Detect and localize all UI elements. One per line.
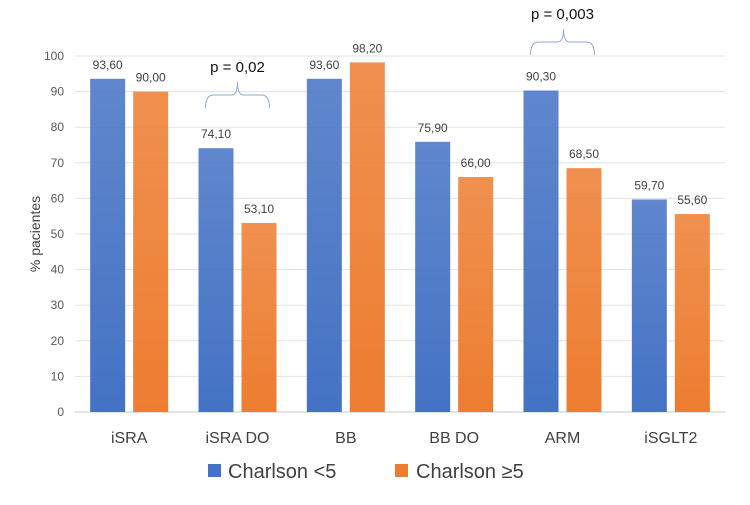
y-tick-label: 30 [51, 298, 65, 312]
y-tick-label: 100 [44, 49, 64, 63]
y-axis-label: % pacientes [27, 196, 43, 272]
legend: Charlson <5 Charlson ≥5 [208, 461, 524, 483]
significance-bracket [205, 81, 270, 109]
data-label: 75,90 [418, 121, 448, 135]
y-tick-label: 0 [57, 405, 64, 419]
x-axis-ticks: iSRA iSRA DO BB BB DO ARM iSGLT2 [111, 430, 698, 447]
y-tick-label: 50 [51, 227, 65, 241]
annotations: p = 0,02 p = 0,003 [205, 6, 595, 109]
y-tick-label: 20 [51, 334, 65, 348]
data-label: 66,00 [461, 156, 491, 170]
bar-isra-series-0 [90, 78, 126, 412]
bar-isra-do-series-0 [198, 148, 234, 413]
data-label: 93,60 [309, 58, 339, 72]
x-tick-label: iSRA DO [205, 430, 269, 447]
data-label: 55,60 [677, 193, 707, 207]
legend-swatch-series-1 [395, 464, 408, 477]
bar-bb-series-1 [349, 62, 385, 413]
gridlines [75, 55, 725, 413]
data-label: 74,10 [201, 127, 231, 141]
bar-arm-series-1 [566, 168, 602, 412]
legend-label-series-1: Charlson ≥5 [416, 461, 524, 483]
data-label: 68,50 [569, 147, 599, 161]
y-tick-label: 90 [51, 85, 65, 99]
data-label: 93,60 [93, 58, 123, 72]
x-tick-label: BB DO [429, 430, 479, 447]
bar-isra-do-series-1 [241, 222, 277, 412]
bar-bb-series-0 [306, 78, 342, 412]
data-label: 59,70 [634, 178, 664, 192]
bar-isra-series-1 [133, 91, 169, 412]
data-label: 90,30 [526, 70, 556, 84]
bar-bb-do-series-0 [415, 141, 451, 412]
x-tick-label: iSRA [111, 430, 148, 447]
bar-arm-series-0 [523, 90, 559, 413]
bars: 93,60 90,00 74,10 53,10 93,60 98,20 75,90 66,00… [90, 41, 710, 413]
p-value-label: p = 0,02 [210, 59, 265, 76]
bar-bb-do-series-1 [458, 177, 494, 412]
legend-label-series-0: Charlson <5 [228, 461, 336, 483]
data-label: 90,00 [136, 71, 166, 85]
y-tick-label: 10 [51, 369, 65, 383]
data-label: 53,10 [244, 202, 274, 216]
y-tick-label: 80 [51, 120, 65, 134]
x-tick-label: BB [335, 430, 356, 447]
x-tick-label: iSGLT2 [644, 430, 697, 447]
y-axis-ticks: 0 10 20 30 40 50 60 70 80 90 100 [44, 49, 64, 419]
legend-swatch-series-0 [208, 464, 221, 477]
y-tick-label: 40 [51, 263, 65, 277]
significance-bracket [530, 28, 595, 56]
p-value-label: p = 0,003 [531, 6, 594, 23]
bar-isglt2-series-0 [631, 199, 667, 412]
bar-isglt2-series-1 [674, 214, 710, 412]
data-label: 98,20 [352, 41, 382, 55]
y-tick-label: 70 [51, 156, 65, 170]
y-tick-label: 60 [51, 191, 65, 205]
x-tick-label: ARM [545, 430, 581, 447]
